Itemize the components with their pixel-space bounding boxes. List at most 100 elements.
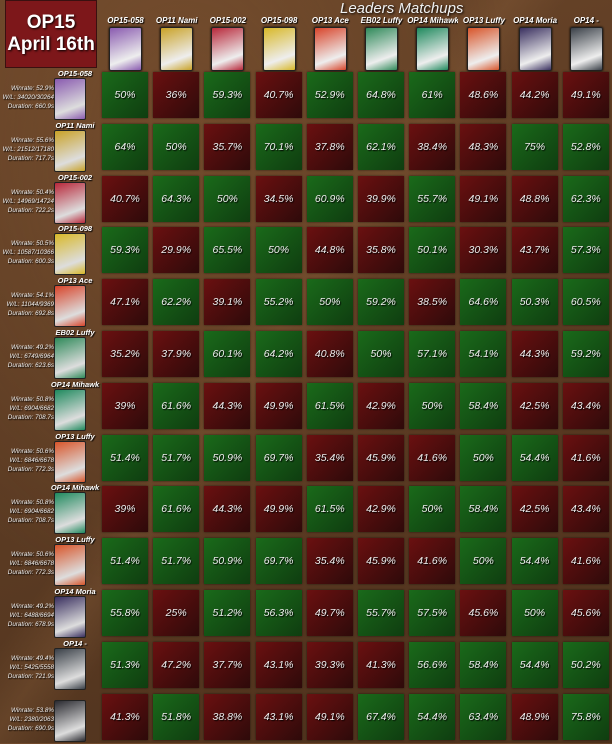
leader-card-image <box>54 285 86 328</box>
matchup-cell: 44.8% <box>306 227 353 274</box>
matchup-cell: 50% <box>409 382 456 429</box>
matchup-cell: 64.3% <box>153 175 200 222</box>
matchup-cell: 58.4% <box>460 382 507 429</box>
matchup-cell: 60.5% <box>562 279 609 326</box>
matchup-cell: 45.9% <box>358 538 404 585</box>
matchup-cell: 39.3% <box>306 641 353 688</box>
leader-card-image <box>54 78 86 120</box>
matchup-cell: 50% <box>102 72 148 118</box>
win-loss-text: W/L: 34020/30264 <box>2 94 54 101</box>
matchup-cell: 50% <box>306 279 353 326</box>
leader-card-image <box>313 27 347 71</box>
matchup-cell: 51.8% <box>153 693 200 740</box>
matchup-cell: 29.9% <box>153 227 200 274</box>
matchup-cell: 65.5% <box>204 227 251 274</box>
matchup-cell: 58.4% <box>460 641 507 688</box>
matchup-cell: 51.4% <box>102 538 148 585</box>
matchup-cell: 50.9% <box>204 434 251 481</box>
matchup-cell: 60.9% <box>306 175 353 222</box>
row-header: OP14 Moria Winrate: 49.2% W/L: 6488/6694… <box>0 587 100 640</box>
matchup-cell: 45.9% <box>358 434 404 481</box>
matchup-cell: 49.9% <box>255 486 302 533</box>
matchup-cell: 51.4% <box>102 434 148 481</box>
column-name: OP15-002 <box>209 16 247 25</box>
matchup-cell: 44.2% <box>511 72 558 118</box>
matchup-cell: 42.5% <box>511 382 558 429</box>
leader-card-image <box>54 129 86 172</box>
matchup-cell: 51.7% <box>153 538 200 585</box>
matchup-cell: 43.1% <box>255 641 302 688</box>
matchup-cell: 42.9% <box>358 486 404 533</box>
matchup-cell: 41.6% <box>562 538 609 585</box>
row-header: OP13 Luffy Winrate: 50.6% W/L: 6846/6678… <box>0 535 100 588</box>
column-name: OP13 Luffy <box>462 16 505 25</box>
win-loss-text: W/L: 21512/17180 <box>2 145 54 153</box>
column-name: EB02 Luffy <box>360 16 403 25</box>
matchup-cell: 38.4% <box>409 123 456 170</box>
row-stats: Winrate: 50.6% W/L: 6846/6678 Duration: … <box>0 447 54 474</box>
column-header: OP15-058 <box>100 16 151 71</box>
matchup-cell: 35.7% <box>204 123 251 170</box>
matchup-cell: 50.1% <box>409 227 456 274</box>
matchup-cell: 35.2% <box>102 331 148 377</box>
matchup-cell: 55.7% <box>358 590 404 636</box>
matchup-cell: 55.2% <box>255 279 302 326</box>
matchup-cell: 52.9% <box>306 72 353 118</box>
matchup-cell: 42.9% <box>358 382 404 429</box>
leader-card-image <box>54 647 86 690</box>
row-stats: Winrate: 50.4% W/L: 14969/14724 Duration… <box>0 188 54 215</box>
leader-card-image <box>160 27 194 71</box>
row-stats: Winrate: 50.8% W/L: 6904/6682 Duration: … <box>0 498 54 525</box>
leader-card-image <box>54 233 86 276</box>
column-header: OP15-002 <box>202 16 253 71</box>
matchup-cell: 35.8% <box>358 227 404 274</box>
matchup-cell: 50% <box>204 175 251 222</box>
winrate-text: Winrate: 55.6% <box>11 136 54 144</box>
matchup-cell: 64.8% <box>358 72 404 118</box>
duration-text: Duration: 708.7s <box>7 517 54 525</box>
matchup-cell: 49.1% <box>460 175 507 222</box>
matchup-cell: 62.2% <box>153 279 200 326</box>
matchup-cell: 55.7% <box>409 175 456 222</box>
column-header: OP14 - <box>561 16 612 71</box>
matchup-cell: 58.4% <box>460 486 507 533</box>
matchup-cell: 70.1% <box>255 123 302 170</box>
leader-card-image <box>54 544 86 587</box>
matchup-cell: 41.6% <box>562 434 609 481</box>
column-header: OP15-098 <box>254 16 305 71</box>
win-loss-text: W/L: 11044/9369 <box>6 301 55 309</box>
column-name: OP11 Nami <box>155 16 198 25</box>
matchup-cell: 44.3% <box>204 382 251 429</box>
win-loss-text: W/L: 6904/6682 <box>9 404 54 412</box>
matchup-cell: 51.7% <box>153 434 200 481</box>
matchup-cell: 56.6% <box>409 641 456 688</box>
matchup-cell: 61.5% <box>306 382 353 429</box>
winrate-text: Winrate: 49.2% <box>11 603 54 610</box>
matchup-cell: 54.4% <box>511 538 558 585</box>
matchup-cell: 45.6% <box>562 590 609 636</box>
row-header: OP15-058 Winrate: 52.9% W/L: 34020/30264… <box>0 69 100 122</box>
row-name: OP14 Mihawk <box>50 379 100 389</box>
matchup-cell: 44.3% <box>204 486 251 533</box>
matchup-cell: 39% <box>102 382 148 429</box>
row-stats: Winrate: 49.2% W/L: 6488/6694 Duration: … <box>0 602 54 629</box>
matchup-cell: 43.7% <box>511 227 558 274</box>
leader-card-image <box>569 27 603 71</box>
matchup-cell: 54.4% <box>409 693 456 740</box>
duration-text: Duration: 708.7s <box>7 413 54 421</box>
leader-card-image <box>518 27 552 71</box>
row-name: OP14 Mihawk <box>50 483 100 493</box>
matchup-cell: 64% <box>102 123 148 170</box>
win-loss-text: W/L: 6488/6694 <box>9 612 54 619</box>
matchup-cell: 48.9% <box>511 693 558 740</box>
matchup-cell: 50% <box>460 538 507 585</box>
matchup-cell: 50% <box>255 227 302 274</box>
matchup-cell: 50% <box>409 486 456 533</box>
row-name: OP14 - <box>63 638 87 648</box>
winrate-text: Winrate: 52.9% <box>11 85 54 92</box>
leader-card-image <box>467 27 501 71</box>
duration-text: Duration: 692.8s <box>7 310 54 318</box>
column-header: OP13 Luffy <box>458 16 509 71</box>
matchup-cell: 50.3% <box>511 279 558 326</box>
duration-text: Duration: 717.7s <box>7 154 54 162</box>
